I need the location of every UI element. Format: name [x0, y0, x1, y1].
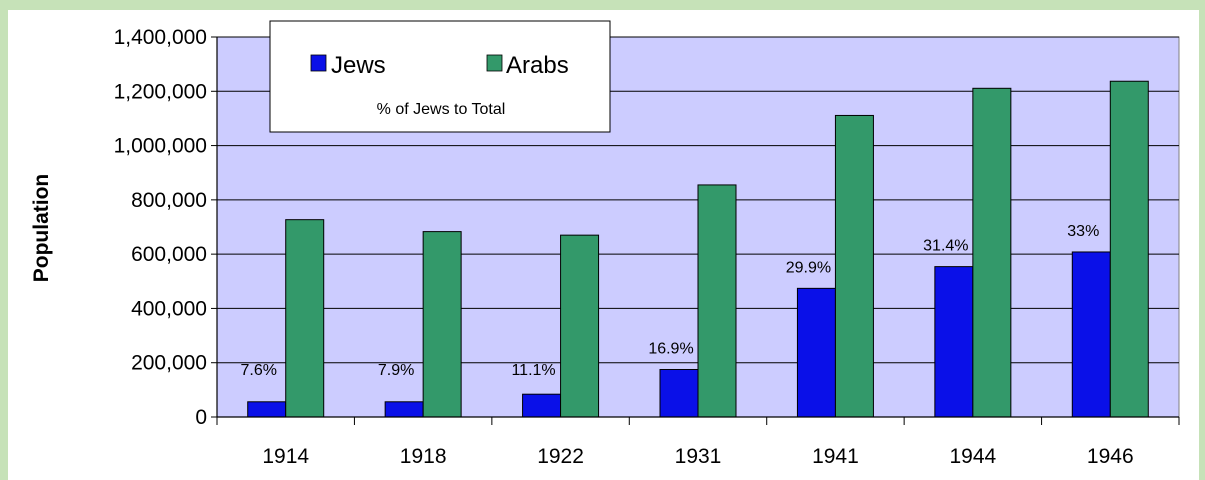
bar-jews-1918: [384, 401, 424, 418]
legend-box: [269, 20, 611, 133]
bar-arabs-1944: [972, 87, 1012, 418]
y-tick-label: 1,000,000: [114, 135, 207, 158]
bar-arabs-1941: [834, 114, 874, 418]
y-tick-label: 400,000: [131, 297, 207, 320]
y-tick-label: 800,000: [131, 189, 207, 212]
legend-swatch-arabs: [486, 54, 503, 72]
x-tick-label: 1931: [675, 445, 722, 468]
percent-label-1941: 29.9%: [786, 259, 831, 276]
bars: [247, 80, 1149, 418]
bar-jews-1941: [796, 287, 836, 418]
x-tick-label: 1941: [812, 445, 859, 468]
y-tick-label: 600,000: [131, 243, 207, 266]
bar-arabs-1914: [285, 219, 325, 418]
bar-jews-1931: [659, 369, 699, 418]
y-axis-label: Population: [30, 174, 53, 283]
x-tick-label: 1944: [949, 445, 996, 468]
bar-arabs-1918: [422, 231, 462, 418]
percent-label-1918: 7.9%: [378, 362, 414, 379]
y-tick-label: 200,000: [131, 352, 207, 375]
y-tick-label: 1,400,000: [114, 26, 207, 49]
x-tick-label: 1918: [400, 445, 447, 468]
axes: [211, 36, 1180, 425]
bar-jews-1922: [522, 393, 562, 418]
legend-label-jews: Jews: [331, 52, 386, 79]
legend-swatch-jews: [310, 54, 327, 72]
legend: Jews Arabs % of Jews to Total: [269, 20, 611, 133]
percent-label-1931: 16.9%: [648, 341, 693, 358]
percent-label-1914: 7.6%: [240, 362, 276, 379]
bar-arabs-1922: [560, 234, 600, 418]
percent-label-1946: 33%: [1067, 223, 1099, 240]
bar-arabs-1946: [1109, 80, 1149, 418]
percent-annotations: 7.6% 7.9% 11.1% 16.9% 29.9% 31.4% 33%: [240, 223, 1099, 379]
y-tick-label: 0: [195, 406, 207, 429]
x-tick-label: 1946: [1087, 445, 1134, 468]
x-tick-label: 1922: [537, 445, 584, 468]
bar-jews-1946: [1071, 251, 1111, 418]
y-tick-labels: 0 200,000 400,000 600,000 800,000 1,000,000 1,…: [114, 26, 207, 429]
bar-jews-1914: [247, 401, 287, 418]
legend-subtitle: % of Jews to Total: [377, 101, 506, 118]
x-tick-label: 1914: [262, 445, 309, 468]
bar-arabs-1931: [697, 184, 737, 418]
bar-jews-1944: [934, 266, 974, 418]
legend-label-arabs: Arabs: [506, 52, 569, 79]
y-tick-label: 1,200,000: [114, 80, 207, 103]
percent-label-1944: 31.4%: [923, 238, 968, 255]
x-tick-labels: 1914 1918 1922 1931 1941 1944 1946: [262, 445, 1133, 468]
percent-label-1922: 11.1%: [511, 362, 555, 379]
